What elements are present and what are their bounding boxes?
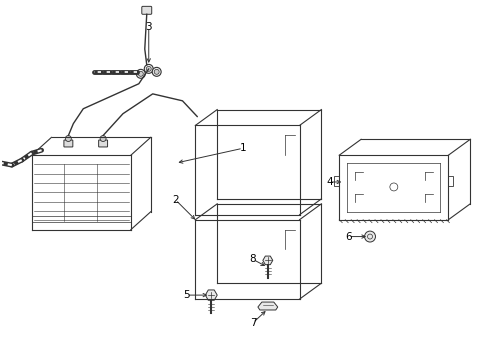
Text: 7: 7 (249, 318, 256, 328)
Circle shape (138, 71, 143, 76)
Polygon shape (257, 302, 277, 310)
Text: 1: 1 (239, 143, 246, 153)
Bar (447, 176, 452, 186)
Polygon shape (263, 256, 272, 265)
FancyBboxPatch shape (99, 140, 107, 147)
Text: 8: 8 (249, 255, 256, 264)
Text: 5: 5 (183, 290, 189, 300)
Circle shape (100, 136, 106, 141)
FancyBboxPatch shape (142, 6, 151, 14)
Circle shape (146, 66, 151, 71)
Polygon shape (205, 290, 217, 300)
Circle shape (154, 69, 159, 74)
Text: 6: 6 (344, 231, 351, 242)
Text: 2: 2 (172, 195, 179, 205)
Circle shape (144, 64, 153, 73)
Text: 3: 3 (145, 22, 152, 32)
Circle shape (152, 67, 161, 76)
FancyBboxPatch shape (64, 140, 73, 147)
Circle shape (65, 136, 71, 141)
Circle shape (136, 69, 145, 78)
Text: 4: 4 (325, 177, 332, 187)
Bar (334, 176, 339, 186)
Circle shape (364, 231, 375, 242)
